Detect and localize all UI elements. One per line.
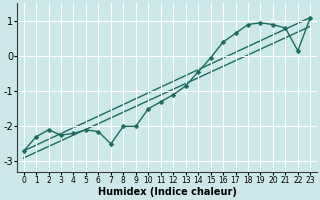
X-axis label: Humidex (Indice chaleur): Humidex (Indice chaleur) (98, 187, 236, 197)
